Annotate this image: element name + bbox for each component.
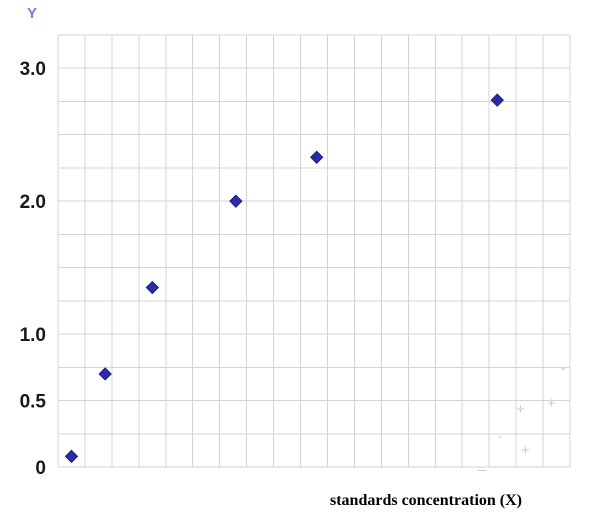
y-axis-label: Y xyxy=(27,5,39,22)
watermark-mark: . xyxy=(498,425,502,442)
y-tick-label: 2.0 xyxy=(20,192,46,213)
data-point xyxy=(145,280,160,295)
data-point xyxy=(98,367,112,381)
data-point xyxy=(229,194,243,208)
x-axis-label: standards concentration (X) xyxy=(330,492,522,509)
y-tick-label: 0 xyxy=(35,458,46,479)
data-point xyxy=(64,449,79,464)
watermark-mark: + xyxy=(547,395,556,412)
data-point xyxy=(490,93,504,107)
y-tick-label: 1.0 xyxy=(20,325,46,346)
watermark-mark: _ xyxy=(477,455,487,472)
watermark-mark: + xyxy=(521,442,530,459)
y-tick-label: 0.5 xyxy=(20,392,47,413)
watermark-mark: - xyxy=(561,360,566,377)
data-point xyxy=(309,150,324,164)
watermark-mark: + xyxy=(516,401,525,418)
y-tick-label: 3.0 xyxy=(20,59,46,80)
